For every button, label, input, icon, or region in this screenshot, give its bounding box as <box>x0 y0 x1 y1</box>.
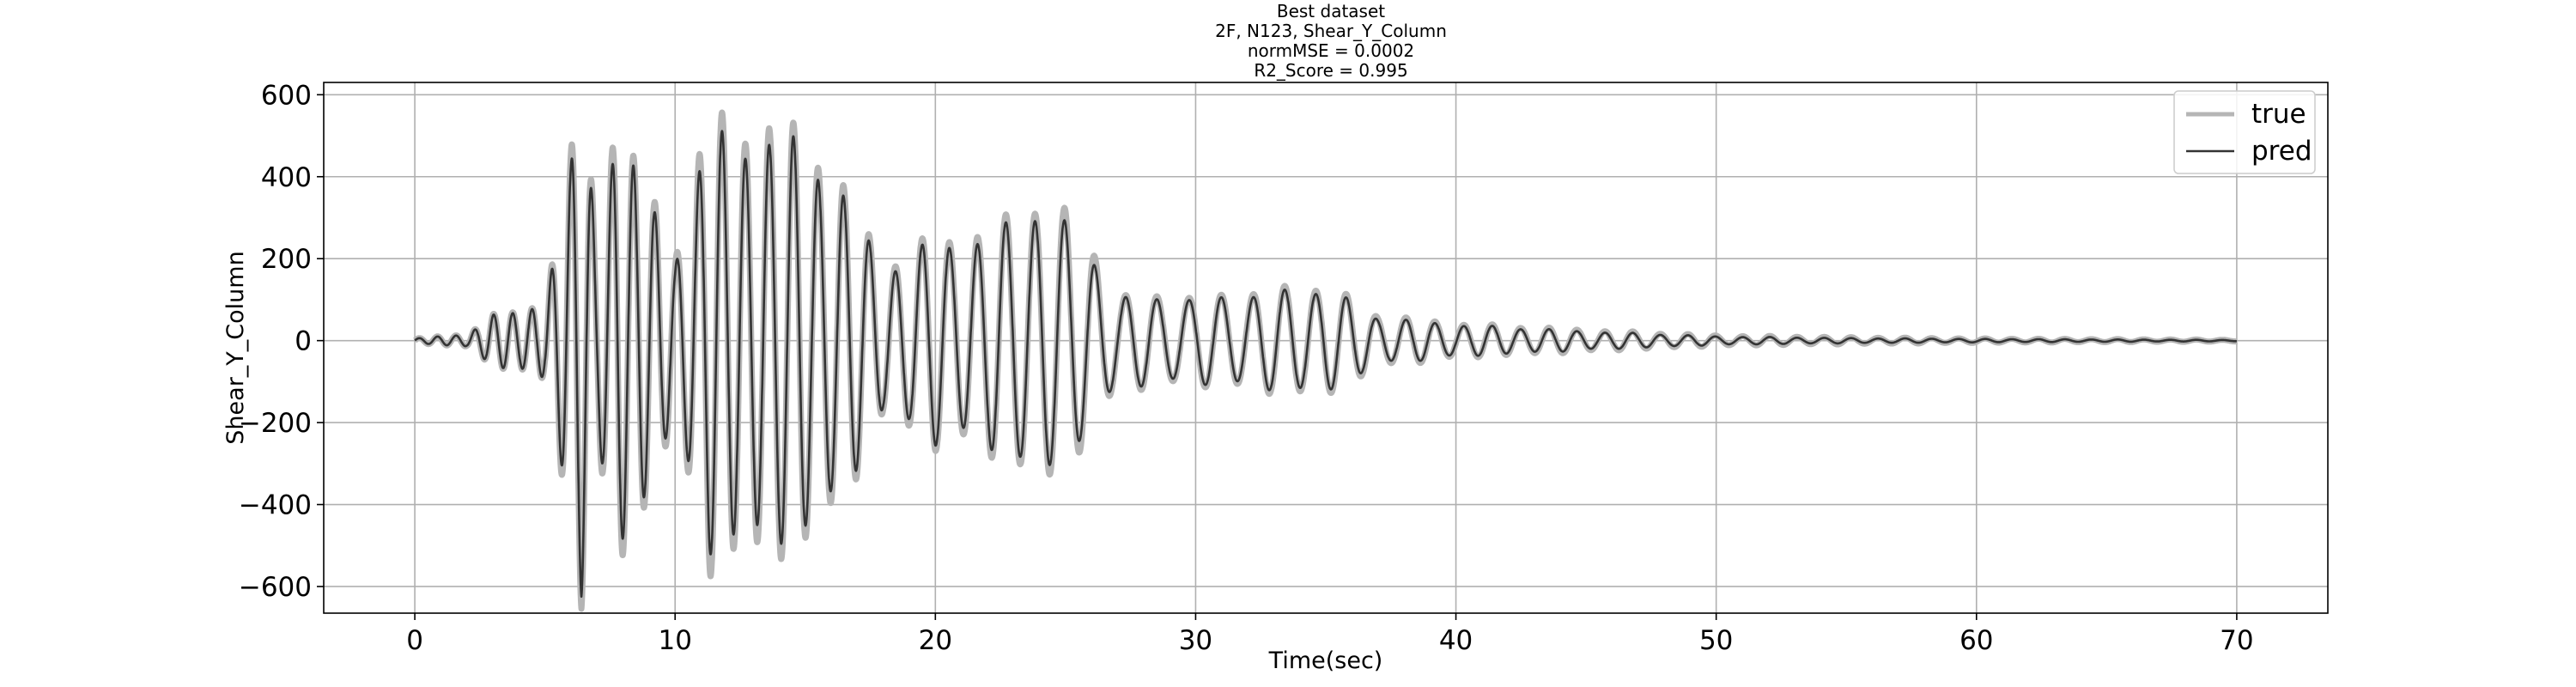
y-tick-label: −200 <box>239 408 312 439</box>
legend: true pred <box>2173 90 2316 174</box>
plot-frame <box>323 82 2329 614</box>
x-axis-label: Time(sec) <box>1268 647 1383 674</box>
y-axis-label: Shear_Y_Column <box>222 251 249 444</box>
title-line-3: normMSE = 0.0002 <box>1248 40 1414 61</box>
y-tick-label: −600 <box>239 572 312 603</box>
series-pred <box>414 130 2238 599</box>
y-tick-label: 0 <box>295 326 312 357</box>
y-tick-label: −400 <box>239 490 312 521</box>
title-line-1: Best dataset <box>1277 1 1385 21</box>
x-tick-label: 70 <box>2220 625 2253 656</box>
title-line-2: 2F, N123, Shear_Y_Column <box>1215 21 1447 41</box>
y-tick-label: 600 <box>261 80 312 111</box>
y-tick-label: 400 <box>261 162 312 193</box>
legend-box <box>2173 90 2316 174</box>
x-tick-label: 30 <box>1179 625 1212 656</box>
x-tick-label: 40 <box>1439 625 1473 656</box>
legend-label-true: true <box>2251 99 2306 130</box>
x-tick-label: 20 <box>919 625 952 656</box>
legend-label-pred: pred <box>2251 136 2312 167</box>
y-tick-label: 200 <box>261 244 312 275</box>
chart-title: Best dataset 2F, N123, Shear_Y_Column no… <box>1215 1 1447 81</box>
x-tick-label: 60 <box>1959 625 1993 656</box>
x-tick-label: 10 <box>658 625 691 656</box>
x-axis: 0 10 20 30 40 50 60 70 <box>406 613 2254 656</box>
y-axis: 600 400 200 0 −200 −400 −600 <box>239 80 324 603</box>
series-pred-line <box>414 130 2238 599</box>
title-line-4: R2_Score = 0.995 <box>1254 60 1407 81</box>
x-tick-label: 50 <box>1699 625 1733 656</box>
x-tick-label: 0 <box>406 625 423 656</box>
